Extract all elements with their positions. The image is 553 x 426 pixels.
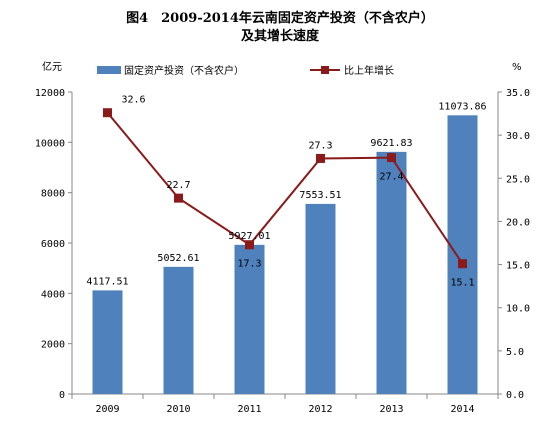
- axes: 0 2000 4000 6000 8000 10000 12000 0.0 5.0 10.0 15.…: [35, 88, 530, 415]
- growth-value-label: 32.6: [122, 95, 146, 106]
- bar-value-label: 5052.61: [157, 253, 199, 264]
- growth-value-label: 17.3: [237, 259, 261, 270]
- right-axis-unit: %: [512, 62, 522, 73]
- bar-value-label: 5927.01: [228, 231, 270, 242]
- bar: [234, 244, 265, 394]
- bar: [163, 266, 194, 394]
- bar: [305, 203, 336, 394]
- growth-line: [106, 112, 464, 265]
- left-tick-label: 4000: [41, 289, 65, 300]
- x-tick-label: 2012: [308, 404, 332, 415]
- left-tick-label: 6000: [41, 239, 65, 250]
- data-labels: 4117.51 5052.61 5927.01 7553.51 9621.83 11073…: [86, 95, 486, 289]
- bar-value-label: 7553.51: [299, 190, 341, 201]
- right-tick-label: 0.0: [506, 390, 524, 401]
- right-tick-label: 25.0: [506, 174, 530, 185]
- chart-title: 图4 2009-2014年云南固定资产投资（不含农户）: [126, 10, 434, 26]
- bar: [376, 151, 407, 394]
- legend: 固定资产投资（不含农户） 比上年增长: [97, 64, 394, 77]
- growth-point: [174, 193, 183, 203]
- x-tick-label: 2014: [450, 404, 474, 415]
- legend-line-marker: [321, 66, 329, 74]
- growth-point: [103, 108, 112, 118]
- growth-point: [316, 153, 325, 163]
- bar-value-label: 11073.86: [438, 101, 486, 112]
- left-tick-label: 12000: [35, 88, 65, 99]
- bar: [92, 290, 123, 394]
- growth-value-label: 27.3: [308, 140, 332, 151]
- bar: [447, 115, 478, 394]
- growth-point: [245, 240, 254, 250]
- bar-value-label: 4117.51: [86, 276, 128, 287]
- legend-bar-label: 固定资产投资（不含农户）: [124, 64, 244, 77]
- right-tick-label: 20.0: [506, 217, 530, 228]
- right-tick-label: 15.0: [506, 261, 530, 272]
- right-tick-label: 30.0: [506, 131, 530, 142]
- right-tick-label: 10.0: [506, 304, 530, 315]
- left-tick-label: 8000: [41, 189, 65, 200]
- growth-point: [458, 259, 467, 269]
- growth-value-label: 27.4: [379, 172, 403, 183]
- growth-value-label: 22.7: [166, 180, 190, 191]
- line-series: [103, 108, 467, 269]
- left-axis-unit: 亿元: [42, 60, 62, 73]
- bars: [92, 115, 478, 394]
- growth-value-label: 15.1: [450, 278, 474, 289]
- bar-value-label: 9621.83: [370, 138, 412, 149]
- right-tick-label: 5.0: [506, 347, 524, 358]
- legend-line-label: 比上年增长: [344, 64, 394, 77]
- left-tick-label: 10000: [35, 138, 65, 149]
- x-tick-label: 2010: [166, 404, 190, 415]
- growth-point: [387, 153, 396, 163]
- x-tick-label: 2011: [237, 404, 261, 415]
- x-tick-label: 2009: [95, 404, 119, 415]
- legend-bar-swatch: [97, 66, 121, 74]
- right-tick-label: 35.0: [506, 88, 530, 99]
- x-tick-label: 2013: [379, 404, 403, 415]
- left-tick-label: 2000: [41, 340, 65, 351]
- left-tick-label: 0: [59, 390, 65, 401]
- chart-subtitle: 及其增长速度: [241, 28, 320, 44]
